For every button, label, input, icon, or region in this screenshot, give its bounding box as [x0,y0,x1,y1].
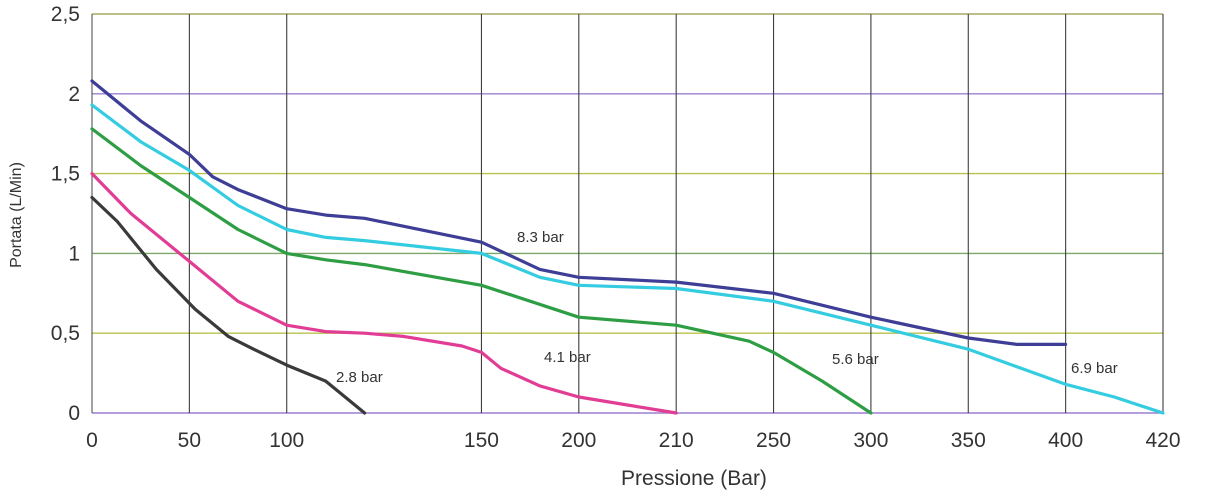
x-tick-label: 50 [178,429,201,452]
y-axis-title: Portata (L/Min) [8,162,25,268]
x-tick-label: 210 [659,429,694,452]
tick-labels: 0 50 100 150 200 210 250 300 350 400 420 0 0,5 1 1,5 2 2… [51,3,1181,452]
y-tick-label: 2 [68,83,80,106]
y-tick-label: 0,5 [51,322,80,345]
x-tick-label: 100 [269,429,304,452]
series-line [90,79,1068,346]
x-tick-label: 150 [464,429,499,452]
y-tick-label: 2,5 [51,3,80,26]
series-labels: 2.8 bar 4.1 bar 5.6 bar 6.9 bar 8.3 bar [336,229,1118,386]
x-tick-label: 0 [86,429,98,452]
series-label: 6.9 bar [1071,360,1118,377]
y-tick-label: 1,5 [51,163,80,186]
series-label: 2.8 bar [336,369,383,386]
y-tick-label: 0 [68,402,80,425]
x-tick-label: 420 [1145,429,1180,452]
grid [91,13,1164,414]
x-tick-label: 250 [756,429,791,452]
series-line [90,127,873,415]
series-label: 4.1 bar [544,349,591,366]
x-tick-label: 350 [951,429,986,452]
series-lines [90,79,1165,415]
series-label: 5.6 bar [832,351,879,368]
series-line [90,195,367,415]
y-tick-label: 1 [68,242,80,265]
x-tick-label: 200 [561,429,596,452]
x-tick-label: 400 [1048,429,1083,452]
series-label: 8.3 bar [517,229,564,246]
x-axis-title: Pressione (Bar) [621,467,767,490]
x-tick-label: 300 [853,429,888,452]
series-line [90,103,1165,415]
series-line [90,172,678,415]
